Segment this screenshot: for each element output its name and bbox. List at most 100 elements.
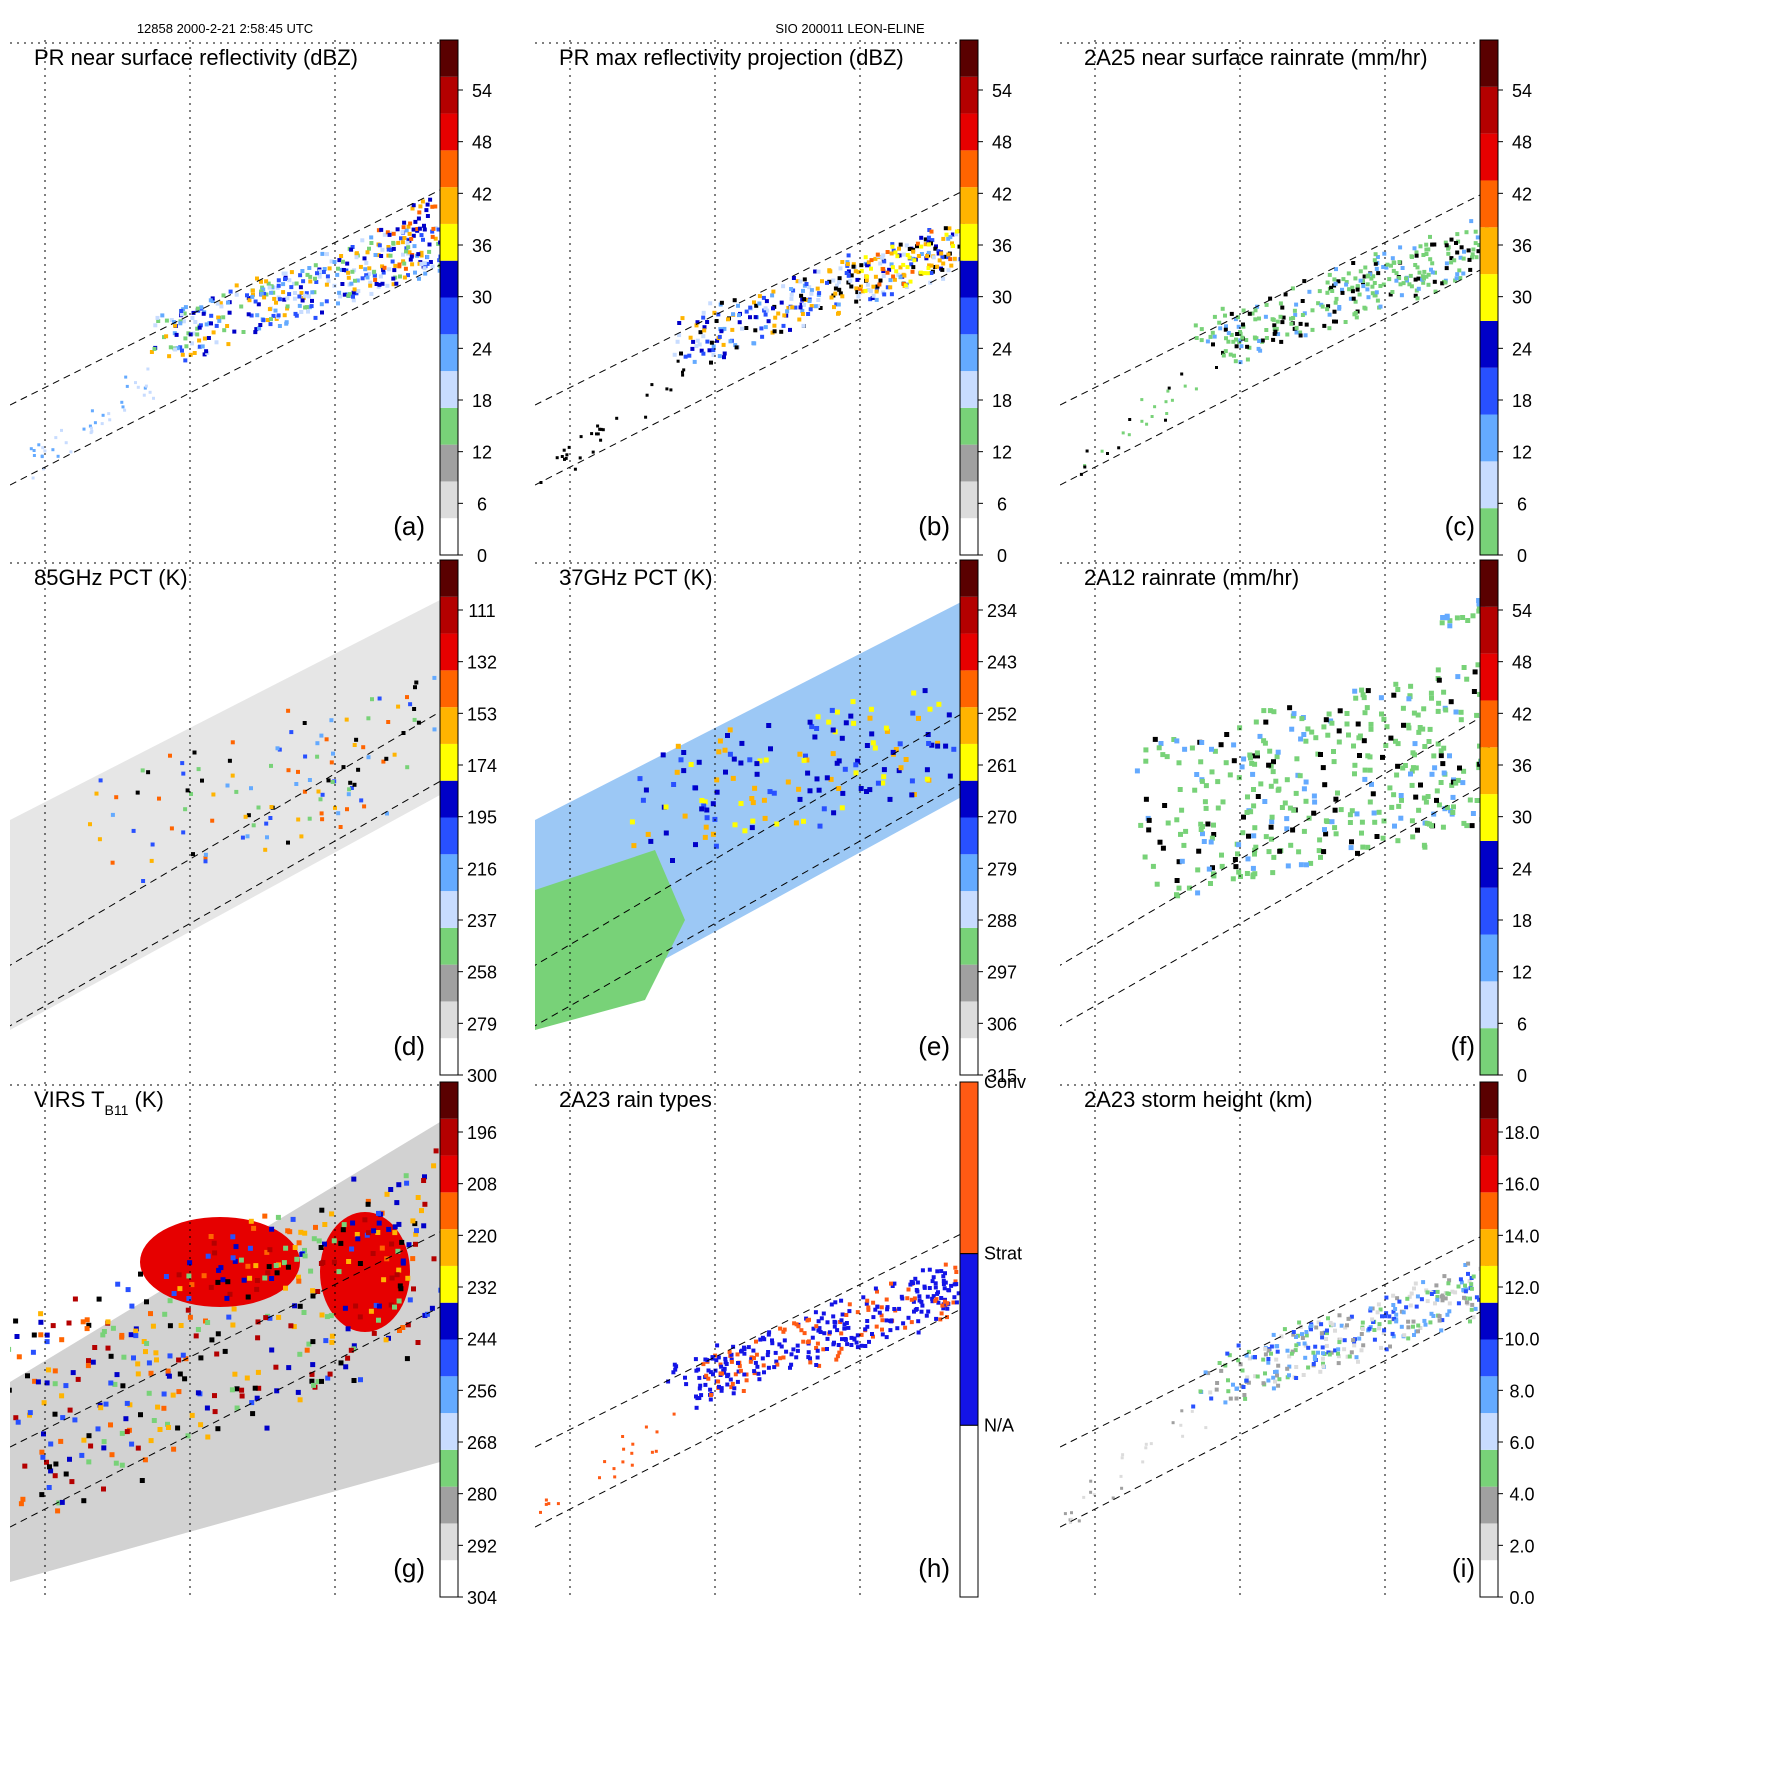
pixel-cell	[1165, 820, 1171, 826]
pixel-cell	[1248, 755, 1253, 761]
pixel-cell	[1401, 722, 1406, 728]
colorbar-swatch	[440, 223, 458, 261]
pixel-cell	[1372, 819, 1378, 825]
pixel-cell	[245, 834, 250, 839]
pixel-cell	[1341, 277, 1346, 282]
pixel-cell	[312, 290, 317, 295]
pixel-cell	[772, 329, 777, 334]
pixel-cell	[1291, 1332, 1296, 1337]
pixel-cell	[1189, 745, 1195, 751]
pixel-cell	[416, 720, 421, 725]
pixel-cell	[329, 718, 334, 723]
pixel-cell	[85, 1363, 91, 1369]
pixel-cell	[1362, 710, 1368, 716]
pixel-cell	[830, 727, 836, 733]
pixel-cell	[563, 457, 566, 461]
pixel-cell	[874, 297, 879, 302]
pixel-cell	[889, 1319, 894, 1324]
pixel-cell	[226, 300, 230, 305]
pixel-cell	[1203, 805, 1209, 811]
pixel-cell	[157, 1427, 163, 1432]
pixel-cell	[1372, 1328, 1377, 1332]
pixel-cell	[1409, 284, 1414, 289]
pixel-cell	[836, 311, 840, 316]
pixel-cell	[292, 1303, 298, 1309]
pixel-cell	[44, 1459, 49, 1465]
pixel-cell	[1287, 1364, 1292, 1369]
pixel-cell	[1415, 712, 1421, 718]
pixel-cell	[926, 741, 932, 746]
pixel-cell	[355, 1236, 361, 1242]
pixel-cell	[162, 335, 166, 340]
pixel-cell	[146, 367, 150, 371]
pixel-cell	[725, 1382, 730, 1387]
pixel-cell	[911, 265, 916, 270]
pixel-cell	[394, 1272, 400, 1278]
pixel-cell	[1329, 720, 1335, 726]
pixel-cell	[1405, 722, 1411, 728]
pixel-cell	[1435, 667, 1441, 673]
pixel-cell	[1236, 1358, 1241, 1363]
pixel-cell	[121, 1354, 127, 1360]
pixel-cell	[864, 743, 870, 748]
pixel-cell	[345, 261, 350, 266]
pixel-cell	[681, 768, 687, 774]
pixel-cell	[305, 272, 310, 277]
pixel-cell	[1195, 867, 1201, 873]
pixel-cell	[603, 1460, 607, 1464]
pixel-cell	[1429, 771, 1435, 777]
pixel-cell	[364, 273, 369, 278]
pixel-cell	[1352, 771, 1357, 777]
pixel-cell	[1320, 1356, 1325, 1361]
pixel-cell	[1439, 620, 1445, 626]
pixel-cell	[843, 1337, 848, 1342]
pixel-cell	[918, 270, 923, 275]
pixel-cell	[1287, 1373, 1291, 1378]
pixel-cell	[795, 1348, 800, 1353]
pixel-cell	[946, 255, 951, 260]
pixel-cell	[855, 1345, 860, 1350]
pixel-cell	[251, 292, 255, 297]
pixel-cell	[1351, 1338, 1356, 1343]
pixel-cell	[1194, 387, 1198, 391]
pixel-cell	[1231, 758, 1237, 764]
pixel-cell	[1174, 892, 1179, 898]
pixel-cell	[1310, 327, 1315, 332]
pixel-cell	[1311, 1362, 1316, 1366]
pixel-cell	[1378, 1307, 1383, 1312]
pixel-cell	[15, 1419, 21, 1425]
pixel-cell	[1429, 695, 1434, 701]
pixel-cell	[171, 1446, 177, 1452]
pixel-cell	[1270, 769, 1276, 775]
pixel-cell	[399, 1239, 405, 1245]
pixel-cell	[1336, 1351, 1340, 1356]
pixel-cell	[197, 325, 202, 330]
pixel-cell	[725, 733, 730, 738]
pixel-cell	[1348, 845, 1354, 851]
pixel-cell	[1342, 1347, 1347, 1352]
pixel-cell	[1219, 1368, 1224, 1373]
pixel-cell	[1230, 876, 1236, 882]
colorbar-label: 36	[472, 236, 492, 256]
pixel-cell	[815, 286, 820, 291]
pixel-cell	[431, 226, 436, 231]
lat-label: -22	[979, 848, 994, 859]
pixel-cell	[265, 1270, 271, 1276]
pr-swath-edge	[10, 711, 440, 966]
coastline	[1146, 0, 1654, 43]
pixel-cell	[621, 1435, 625, 1438]
pixel-cell	[229, 1387, 235, 1393]
pixel-cell	[926, 250, 931, 255]
pixel-cell	[1321, 724, 1327, 730]
pixel-cell	[859, 284, 863, 289]
pixel-cell	[825, 1347, 829, 1351]
colorbar-label: 16.0	[1504, 1175, 1539, 1195]
pixel-cell	[729, 1359, 734, 1364]
pixel-cell	[781, 1329, 786, 1334]
pixel-cell	[781, 284, 786, 289]
colorbar-swatch	[440, 596, 458, 634]
pixel-cell	[149, 858, 154, 863]
pixel-cell	[763, 757, 769, 763]
